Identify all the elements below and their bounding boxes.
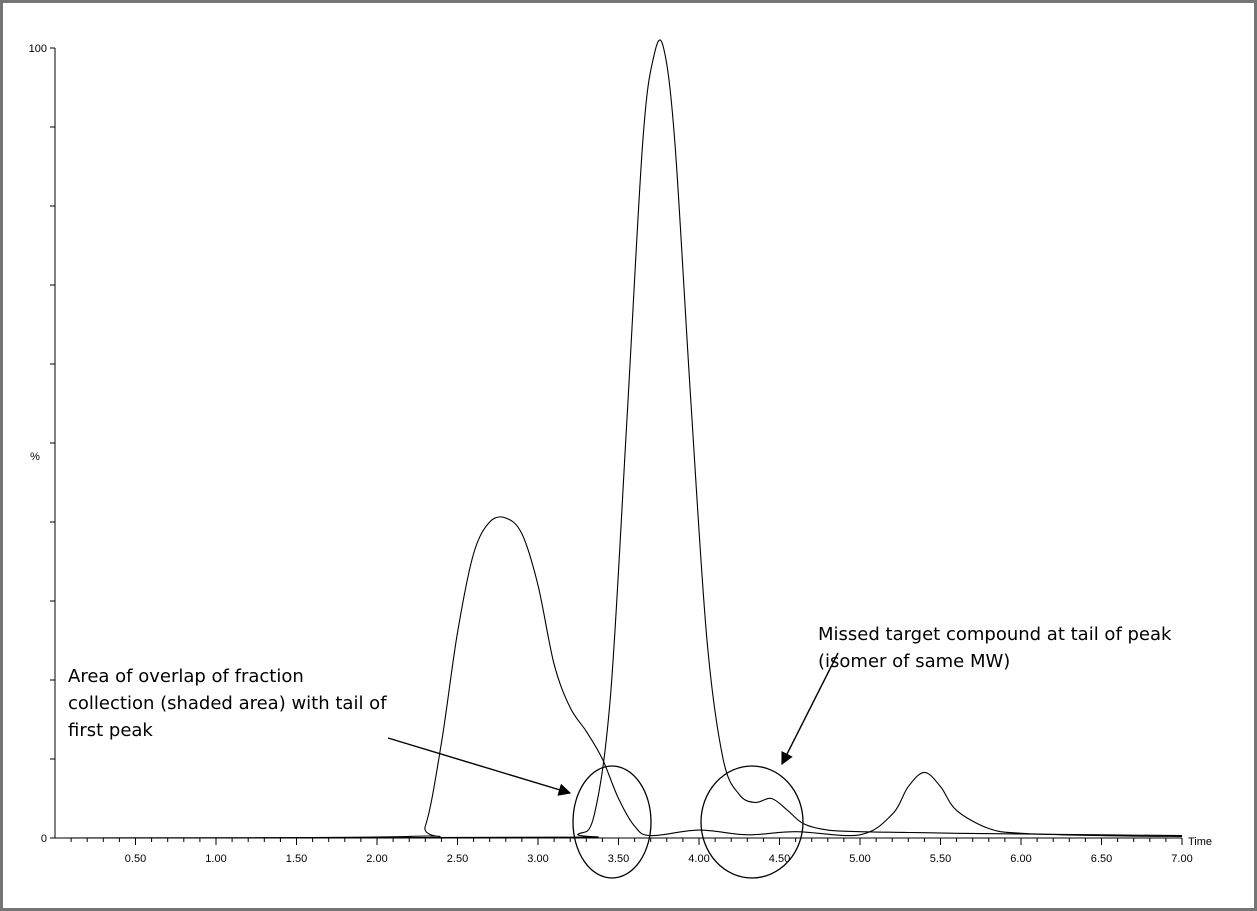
annotation-2-line: Missed target compound at tail of peak [818,624,1172,645]
x-tick-label: 5.50 [930,853,951,865]
annotation-1-line: collection (shaded area) with tail of [68,693,387,714]
series-line-2 [54,39,1183,839]
x-tick-label: 0.50 [125,853,146,865]
x-tick-label: 1.50 [286,853,307,865]
series-line-1 [54,516,1183,839]
x-tick-label: 3.50 [608,853,629,865]
x-tick-label: 7.00 [1171,853,1192,865]
annotation-1-line: Area of overlap of fraction [68,666,304,687]
missed-compound-circle [700,765,804,879]
x-axis-label: Time [1188,836,1212,848]
x-tick-label: 6.50 [1091,853,1112,865]
x-tick-label: 6.00 [1010,853,1031,865]
x-tick-label: 2.50 [447,853,468,865]
missed-compound-arrow [781,652,839,766]
y-tick-label: 0 [41,833,47,845]
x-tick-label: 5.00 [849,853,870,865]
x-tick-label: 1.00 [205,853,226,865]
annotation-1-line: first peak [68,720,153,741]
overlap-arrow [387,737,572,796]
overlap-highlight-circle [572,765,652,879]
x-tick-label: 2.00 [366,853,387,865]
x-tick-label: 3.00 [527,853,548,865]
x-tick-label: 4.50 [769,853,790,865]
y-tick-label: 100 [29,43,47,55]
annotation-2-line: (isomer of same MW) [818,651,1010,672]
x-tick-label: 4.00 [688,853,709,865]
y-axis-label: % [30,451,40,463]
